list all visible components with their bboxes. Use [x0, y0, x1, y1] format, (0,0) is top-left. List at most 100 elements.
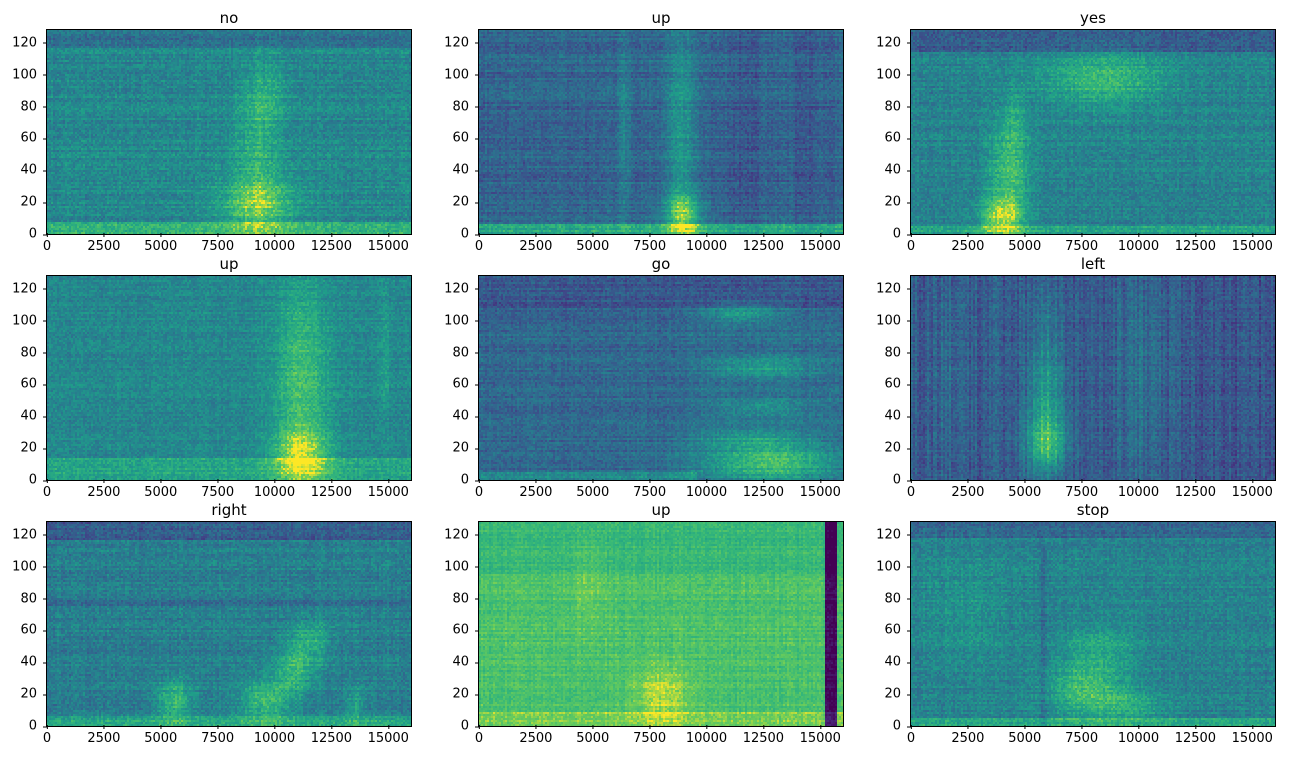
y-tick-label: 60 — [884, 130, 911, 146]
x-tick-label: 12500 — [742, 725, 785, 746]
x-tick-label: 7500 — [201, 233, 235, 254]
x-tick-label: 2500 — [951, 725, 985, 746]
x-tick-label: 0 — [474, 233, 484, 254]
spectrogram-axes: 0 20 40 60 80 100 120 0 2500 5000 7500 10000 12500 1… — [444, 29, 844, 253]
subplot-title: up — [219, 255, 239, 273]
y-tick-label: 120 — [876, 527, 911, 543]
x-axis: 0 2500 5000 7500 10000 12500 15000 — [43, 479, 411, 500]
spectrogram-image — [911, 276, 1275, 480]
y-tick-label: 0 — [892, 226, 912, 242]
x-tick-label: 15000 — [799, 479, 841, 500]
spectrogram-axes: 0 20 40 60 80 100 120 0 2500 5000 7500 10000 12500 1… — [876, 29, 1276, 253]
y-tick-label: 100 — [444, 559, 479, 575]
y-tick-label: 20 — [20, 194, 47, 210]
y-tick-label: 20 — [20, 440, 47, 456]
y-tick-label: 100 — [12, 313, 47, 329]
subplot-no: no 0 20 40 60 80 100 120 0 2500 5000 7500 10000 125… — [0, 8, 432, 254]
x-tick-label: 5000 — [1008, 233, 1042, 254]
subplot-go: go 0 20 40 60 80 100 120 0 2500 5000 7500 10000 125… — [432, 254, 864, 500]
x-tick-label: 0 — [474, 479, 484, 500]
x-tick-label: 7500 — [201, 725, 235, 746]
spectrogram-axes: 0 20 40 60 80 100 120 0 2500 5000 7500 10000 12500 1… — [876, 275, 1276, 499]
x-tick-label: 5000 — [144, 233, 178, 254]
subplot-title: stop — [1076, 501, 1110, 519]
y-tick-label: 60 — [20, 622, 47, 638]
x-tick-label: 5000 — [576, 725, 610, 746]
x-tick-label: 0 — [42, 479, 52, 500]
y-tick-label: 60 — [20, 376, 47, 392]
x-tick-label: 2500 — [87, 233, 121, 254]
x-tick-label: 7500 — [1065, 233, 1099, 254]
y-tick-label: 80 — [884, 99, 911, 114]
y-tick-label: 40 — [884, 654, 911, 670]
subplot-up-1: up 0 20 40 60 80 100 120 0 2500 5000 7500 10000 125… — [432, 8, 864, 254]
y-tick-label: 60 — [20, 130, 47, 146]
spectrogram-axes: 0 20 40 60 80 100 120 0 2500 5000 7500 10000 12500 1… — [444, 275, 844, 499]
subplot-title: no — [219, 9, 239, 27]
x-tick-label: 0 — [42, 725, 52, 746]
y-tick-label: 20 — [452, 194, 479, 210]
spectrogram-image — [479, 522, 843, 726]
subplot-up-3: up 0 20 40 60 80 100 120 0 2500 5000 7500 10000 125… — [432, 500, 864, 746]
subplot-title: up — [651, 501, 671, 519]
x-tick-label: 0 — [906, 725, 916, 746]
subplot-yes: yes 0 20 40 60 80 100 120 0 2500 5000 7500 10000 12… — [864, 8, 1296, 254]
x-tick-label: 10000 — [685, 725, 728, 746]
y-tick-label: 80 — [452, 345, 479, 360]
subplot-left: left 0 20 40 60 80 100 120 0 2500 5000 7500 10000 1… — [864, 254, 1296, 500]
y-tick-label: 40 — [452, 162, 479, 178]
y-tick-label: 100 — [876, 313, 911, 329]
y-tick-label: 40 — [884, 408, 911, 424]
x-tick-label: 15000 — [1231, 479, 1273, 500]
y-tick-label: 0 — [28, 718, 48, 734]
x-tick-label: 10000 — [253, 479, 296, 500]
x-axis: 0 2500 5000 7500 10000 12500 15000 — [43, 233, 411, 254]
x-axis: 0 2500 5000 7500 10000 12500 15000 — [475, 479, 843, 500]
y-tick-label: 60 — [884, 376, 911, 392]
x-tick-label: 10000 — [685, 233, 728, 254]
x-tick-label: 5000 — [1008, 725, 1042, 746]
y-tick-label: 40 — [20, 654, 47, 670]
x-axis: 0 2500 5000 7500 10000 12500 15000 — [475, 233, 843, 254]
y-tick-label: 0 — [460, 718, 480, 734]
x-tick-label: 15000 — [367, 233, 409, 254]
x-tick-label: 7500 — [633, 233, 667, 254]
x-tick-label: 12500 — [742, 233, 785, 254]
x-tick-label: 7500 — [633, 479, 667, 500]
x-tick-label: 5000 — [1008, 479, 1042, 500]
y-tick-label: 0 — [460, 226, 480, 242]
x-tick-label: 7500 — [1065, 725, 1099, 746]
y-tick-label: 120 — [444, 527, 479, 543]
y-tick-label: 0 — [892, 472, 912, 488]
subplot-title: left — [1080, 255, 1106, 273]
subplot-up-2: up 0 20 40 60 80 100 120 0 2500 5000 7500 10000 125… — [0, 254, 432, 500]
y-tick-label: 20 — [884, 194, 911, 210]
x-tick-label: 12500 — [1174, 233, 1217, 254]
y-tick-label: 40 — [20, 408, 47, 424]
spectrogram-image — [47, 276, 411, 480]
spectrogram-axes: 0 20 40 60 80 100 120 0 2500 5000 7500 10000 12500 1… — [876, 521, 1276, 745]
y-tick-label: 100 — [12, 67, 47, 83]
y-tick-label: 120 — [444, 35, 479, 51]
x-tick-label: 15000 — [799, 725, 841, 746]
spectrogram-axes: 0 20 40 60 80 100 120 0 2500 5000 7500 10000 12500 1… — [12, 521, 412, 745]
x-axis: 0 2500 5000 7500 10000 12500 15000 — [475, 725, 843, 746]
spectrogram-image — [479, 30, 843, 234]
x-tick-label: 10000 — [685, 479, 728, 500]
x-tick-label: 5000 — [576, 479, 610, 500]
spectrogram-image — [47, 30, 411, 234]
y-tick-label: 60 — [884, 622, 911, 638]
x-tick-label: 2500 — [87, 479, 121, 500]
y-tick-label: 80 — [884, 591, 911, 606]
y-tick-label: 80 — [452, 99, 479, 114]
x-tick-label: 7500 — [201, 479, 235, 500]
y-tick-label: 0 — [460, 472, 480, 488]
x-tick-label: 15000 — [367, 725, 409, 746]
x-axis: 0 2500 5000 7500 10000 12500 15000 — [907, 725, 1275, 746]
y-tick-label: 0 — [28, 226, 48, 242]
y-tick-label: 80 — [20, 345, 47, 360]
y-tick-label: 80 — [20, 591, 47, 606]
y-tick-label: 40 — [452, 654, 479, 670]
